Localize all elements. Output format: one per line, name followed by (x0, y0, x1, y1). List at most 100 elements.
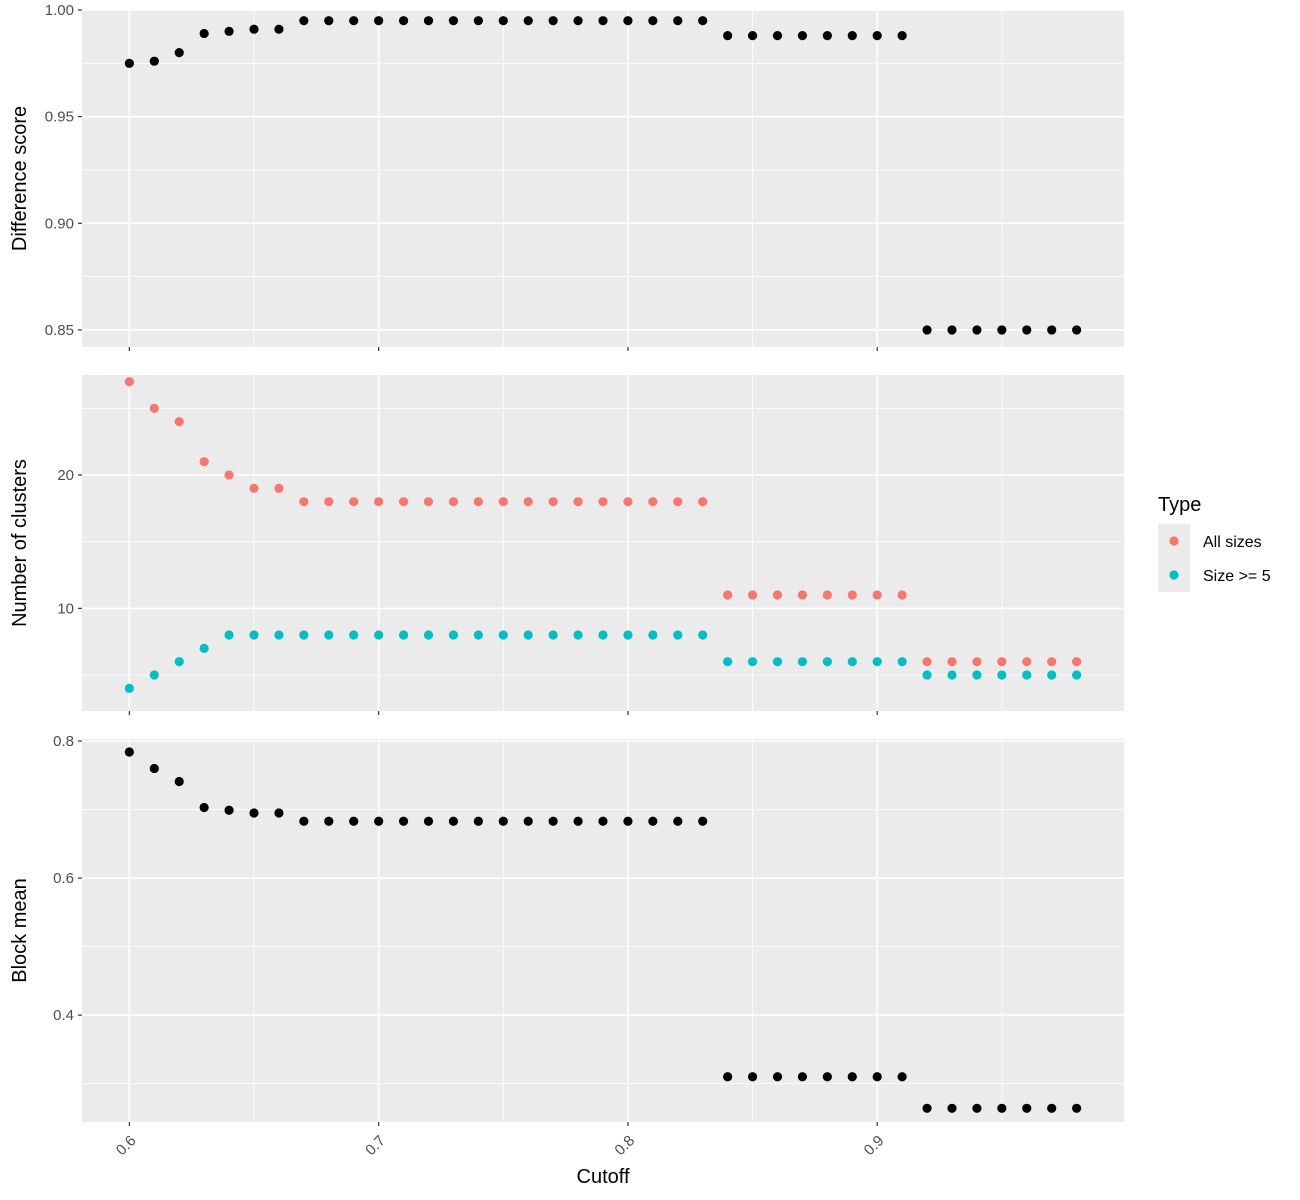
data-point (249, 808, 259, 818)
data-point (648, 497, 658, 507)
data-point (274, 24, 284, 34)
data-point (772, 590, 783, 600)
data-point (972, 670, 982, 680)
data-point (872, 1072, 882, 1082)
data-point (224, 630, 234, 640)
data-point (174, 657, 184, 667)
data-point (423, 630, 434, 640)
data-point (922, 325, 932, 335)
data-point (897, 657, 907, 667)
data-point (1072, 325, 1082, 335)
data-point (847, 30, 857, 41)
panel-background (82, 10, 1124, 347)
data-point (673, 16, 683, 26)
y-tick-label: 0.8 (53, 733, 74, 750)
data-point (723, 590, 733, 600)
data-point (573, 497, 583, 507)
data-point (747, 657, 758, 667)
data-point (324, 816, 334, 826)
data-point (623, 630, 633, 640)
data-point (349, 630, 359, 640)
data-point (1072, 1103, 1082, 1113)
data-point (673, 497, 683, 507)
data-point (199, 643, 209, 653)
data-point (548, 630, 558, 640)
panel-1: 0.85 0.90 0.95 1.00 Difference score (9, 2, 1124, 351)
data-point (997, 670, 1007, 680)
data-point (124, 377, 134, 387)
data-point (573, 16, 583, 26)
data-point (723, 1072, 733, 1082)
data-point (199, 28, 209, 39)
data-point (374, 630, 384, 640)
data-point (448, 630, 459, 640)
data-point (299, 630, 309, 640)
data-point (797, 590, 808, 600)
data-point (723, 657, 733, 667)
data-point (224, 805, 234, 815)
data-point (374, 497, 384, 507)
data-point (149, 56, 159, 66)
data-point (349, 816, 359, 826)
data-point (1047, 657, 1057, 667)
data-point (947, 670, 957, 680)
data-point (822, 590, 832, 600)
data-point (897, 1072, 907, 1082)
data-point (1072, 657, 1082, 667)
data-point (124, 747, 134, 757)
data-point (523, 630, 533, 640)
data-point (747, 590, 758, 600)
data-point (324, 630, 334, 640)
data-point (997, 1103, 1007, 1113)
data-point (199, 802, 209, 813)
data-point (723, 30, 733, 41)
data-point (698, 16, 708, 26)
data-point (972, 1103, 982, 1113)
data-point (573, 816, 583, 826)
data-point (249, 483, 259, 493)
data-point (822, 657, 832, 667)
y-tick-label: 10 (57, 600, 74, 617)
data-point (124, 683, 134, 693)
data-point (423, 497, 434, 507)
data-point (947, 657, 957, 667)
data-point (374, 816, 384, 826)
data-point (473, 497, 483, 507)
x-tick-label: 0.8 (611, 1132, 638, 1159)
data-point (349, 497, 359, 507)
data-point (822, 1072, 832, 1082)
data-point (922, 657, 932, 667)
y-axis-title: Number of clusters (9, 459, 31, 627)
legend: Type All sizes Size >= 5 (1158, 494, 1271, 592)
data-point (473, 816, 483, 826)
y-tick-label: 0.6 (53, 870, 74, 887)
data-point (473, 16, 483, 26)
x-tick-label: 0.9 (861, 1132, 888, 1159)
data-point (398, 630, 409, 640)
data-point (922, 1103, 932, 1113)
data-point (623, 16, 633, 26)
data-point (1047, 670, 1057, 680)
data-point (972, 657, 982, 667)
data-point (673, 630, 683, 640)
data-point (673, 816, 683, 826)
data-point (523, 816, 533, 826)
data-point (523, 16, 533, 26)
data-point (1047, 325, 1057, 335)
data-point (249, 630, 259, 640)
data-point (623, 497, 633, 507)
data-point (1047, 1103, 1057, 1113)
data-point (648, 630, 658, 640)
panel-3: 0.4 0.6 0.8 Block mean (9, 733, 1124, 1126)
data-point (847, 1072, 857, 1082)
data-point (224, 470, 234, 480)
data-point (149, 670, 159, 680)
data-point (897, 30, 907, 41)
data-point (548, 16, 558, 26)
data-point (598, 816, 608, 826)
data-point (997, 325, 1007, 335)
data-point (698, 497, 708, 507)
data-point (822, 30, 832, 41)
y-tick-label: 0.95 (45, 109, 74, 126)
